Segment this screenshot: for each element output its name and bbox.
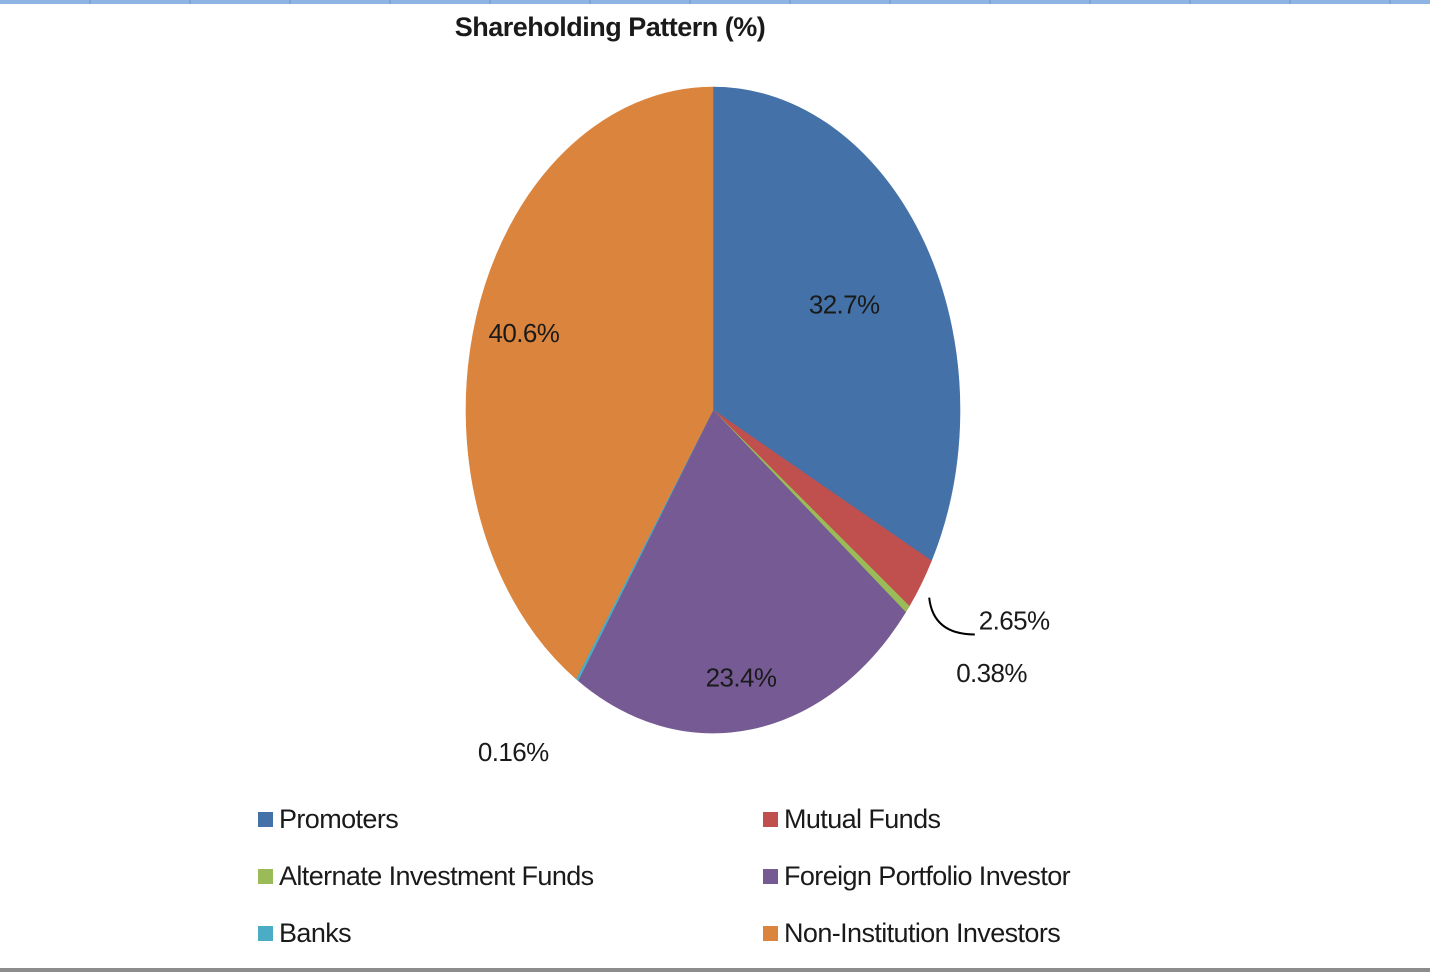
data-label-alternate-investment-funds: 0.38%	[956, 658, 1027, 688]
legend-item-mutual-funds: Mutual Funds	[763, 800, 941, 838]
top-border	[0, 0, 1430, 4]
bottom-border	[0, 968, 1430, 972]
legend-item-non-institution-investors: Non-Institution Investors	[763, 914, 1061, 952]
legend-swatch	[763, 868, 778, 884]
pie-slice-non-institution-investors	[465, 86, 714, 680]
legend-swatch	[763, 925, 778, 941]
legend-swatch	[763, 811, 778, 827]
legend-swatch	[258, 811, 273, 827]
legend-item-banks: Banks	[258, 914, 352, 952]
legend-item-promoters: Promoters	[258, 800, 399, 838]
legend-item-alternate-investment-funds: Alternate Investment Funds	[258, 857, 594, 895]
legend-swatch	[258, 925, 273, 941]
chart-title: Shareholding Pattern (%)	[454, 12, 766, 42]
data-label-non-institution-investors: 40.6%	[489, 318, 560, 348]
legend-label: Non-Institution Investors	[784, 917, 1061, 948]
leader-line-mutual-funds	[928, 597, 975, 636]
data-label-banks: 0.16%	[478, 737, 549, 767]
pie-slice-promoters	[712, 86, 961, 562]
data-label-mutual-funds: 2.65%	[979, 605, 1050, 635]
pie-slice-foreign-portfolio-investor	[577, 409, 906, 734]
top-grid-ticks	[89, 0, 1391, 4]
legend-label: Mutual Funds	[784, 803, 941, 834]
legend-label: Foreign Portfolio Investor	[784, 860, 1071, 891]
data-label-foreign-portfolio-investor: 23.4%	[706, 663, 777, 693]
legend-label: Promoters	[279, 803, 399, 834]
legend-swatch	[258, 868, 273, 884]
data-label-promoters: 32.7%	[809, 289, 880, 319]
legend-label: Alternate Investment Funds	[279, 860, 594, 891]
legend-item-foreign-portfolio-investor: Foreign Portfolio Investor	[763, 857, 1071, 895]
legend-label: Banks	[279, 917, 352, 948]
